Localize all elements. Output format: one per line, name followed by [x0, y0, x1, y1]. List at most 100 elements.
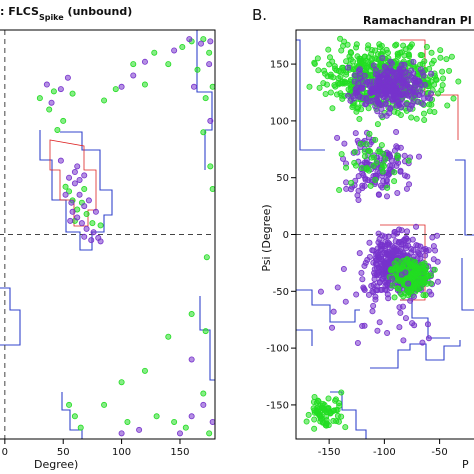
data-point-purple [88, 237, 95, 244]
data-point-green [428, 49, 435, 56]
data-point-green [358, 60, 365, 67]
data-point-purple [389, 275, 396, 282]
data-point-purple [362, 176, 369, 183]
data-point-purple [207, 38, 214, 45]
data-point-purple [399, 80, 406, 87]
data-point-purple [330, 308, 337, 315]
data-point-green [364, 45, 371, 52]
data-point-purple [358, 269, 365, 276]
data-point-green [450, 95, 457, 102]
data-point-purple [48, 99, 55, 106]
panel-b-plot-area [296, 35, 474, 439]
data-point-green [202, 328, 209, 335]
data-point-purple [421, 81, 428, 88]
data-point-purple [407, 297, 414, 304]
data-point-green [141, 367, 148, 374]
data-point-purple [410, 293, 417, 300]
data-point-purple [353, 291, 360, 298]
data-point-purple [370, 62, 377, 69]
data-point-green [370, 154, 377, 161]
data-point-green [89, 220, 96, 227]
data-point-green [97, 222, 104, 229]
data-point-purple [396, 304, 403, 311]
x-tick-label: -50 [431, 447, 447, 458]
data-point-green [380, 150, 387, 157]
data-point-purple [393, 247, 400, 254]
data-point-green [365, 59, 372, 66]
data-point-purple [387, 58, 394, 65]
data-point-purple [416, 251, 423, 258]
data-point-purple [385, 295, 392, 302]
data-point-green [333, 67, 340, 74]
data-point-purple [83, 225, 90, 232]
data-point-purple [369, 288, 376, 295]
data-point-purple [366, 239, 373, 246]
data-point-green [413, 115, 420, 122]
data-point-purple [200, 401, 207, 408]
data-point-purple [399, 252, 406, 259]
data-point-green [363, 141, 370, 148]
data-point-green [373, 159, 380, 166]
data-point-green [311, 416, 318, 423]
panel-a-x-ticks: 0 50 100 150 [2, 439, 190, 458]
data-point-purple [136, 426, 143, 433]
data-point-purple [97, 238, 104, 245]
data-point-purple [383, 112, 390, 119]
data-point-purple [69, 208, 76, 215]
data-point-purple [386, 166, 393, 173]
data-point-green [182, 424, 189, 431]
x-tick-label: 0 [2, 447, 8, 458]
data-point-green [343, 71, 350, 78]
data-point-purple [378, 253, 385, 260]
data-point-green [361, 53, 368, 60]
data-point-green [424, 280, 431, 287]
data-point-green [357, 140, 364, 147]
data-point-purple [375, 191, 382, 198]
data-point-purple [370, 259, 377, 266]
data-point-green [405, 157, 412, 164]
data-point-green [325, 395, 332, 402]
data-point-green [323, 420, 330, 427]
data-point-purple [341, 140, 348, 147]
data-point-green [403, 259, 410, 266]
data-point-green [71, 413, 78, 420]
data-point-purple [365, 291, 372, 298]
data-point-green [343, 164, 350, 171]
data-point-purple [361, 159, 368, 166]
data-point-green [209, 186, 215, 193]
data-point-purple [416, 91, 423, 98]
data-point-purple [352, 130, 359, 137]
data-point-purple [411, 322, 418, 329]
data-point-green [327, 89, 334, 96]
data-point-green [81, 186, 88, 193]
data-point-purple [357, 70, 364, 77]
data-point-green [391, 294, 398, 301]
data-point-green [418, 52, 425, 59]
data-point-green [338, 389, 345, 396]
data-point-green [427, 272, 434, 279]
data-point-purple [67, 217, 74, 224]
data-point-purple [413, 223, 420, 230]
data-point-purple [209, 418, 215, 425]
data-point-purple [382, 100, 389, 107]
favored-region-contour [461, 258, 474, 311]
data-point-purple [354, 88, 361, 95]
data-point-green [314, 55, 321, 62]
data-point-purple [374, 82, 381, 89]
data-point-purple [381, 89, 388, 96]
data-point-purple [369, 308, 376, 315]
data-point-green [383, 46, 390, 53]
data-point-purple [118, 430, 125, 437]
data-point-purple [342, 298, 349, 305]
data-point-purple [363, 100, 370, 107]
data-point-green [368, 51, 375, 58]
y-tick-label: 100 [270, 116, 289, 127]
data-point-green [438, 87, 445, 94]
data-point-green [327, 71, 334, 78]
data-point-green [334, 412, 341, 419]
data-point-green [141, 81, 148, 88]
data-point-green [344, 41, 351, 48]
data-point-purple [391, 92, 398, 99]
data-point-green [407, 271, 414, 278]
